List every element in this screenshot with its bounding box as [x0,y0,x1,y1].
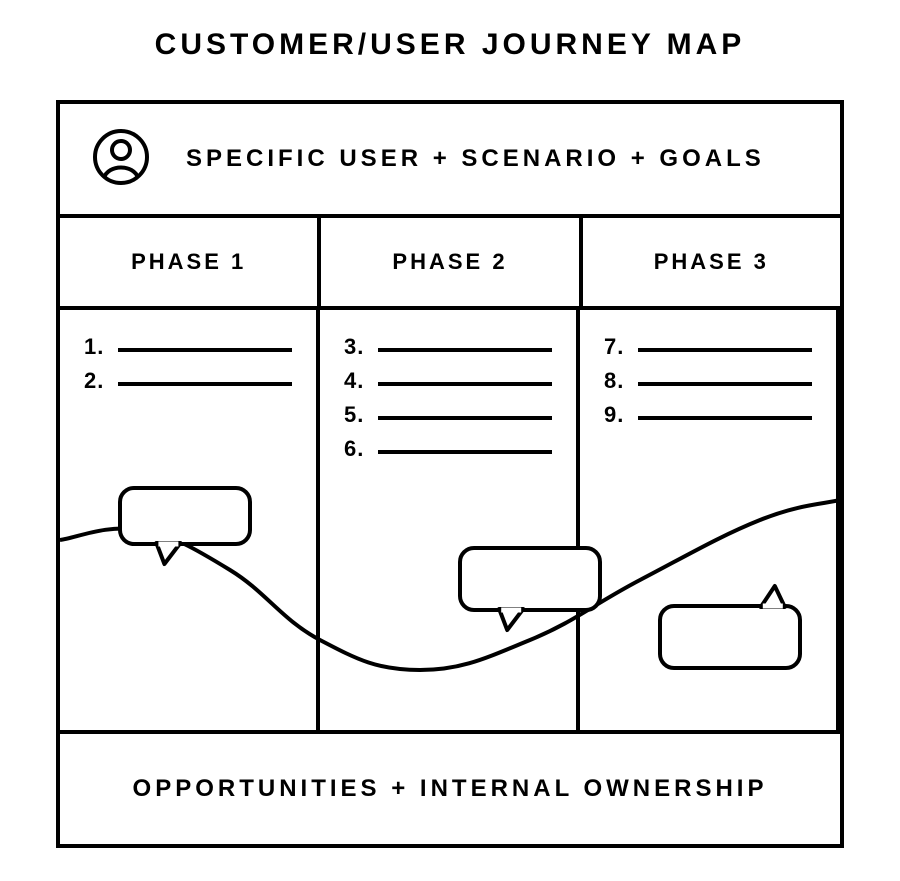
step-item: 5. [344,402,552,428]
phase-row: PHASE 1 PHASE 2 PHASE 3 [60,218,840,310]
footer-row: OPPORTUNITIES + INTERNAL OWNERSHIP [60,734,840,844]
phase-3-body: 7. 8. 9. [580,310,840,730]
step-num: 2. [84,368,114,394]
phase-1-body: 1. 2. [60,310,320,730]
step-blank-line [378,450,552,454]
step-num: 9. [604,402,634,428]
step-num: 3. [344,334,374,360]
phase-1-header: PHASE 1 [60,218,321,306]
step-blank-line [378,382,552,386]
step-num: 4. [344,368,374,394]
step-blank-line [118,382,292,386]
step-item: 9. [604,402,812,428]
page-title: CUSTOMER/USER JOURNEY MAP [0,28,900,62]
step-blank-line [638,382,812,386]
step-item: 6. [344,436,552,462]
step-blank-line [118,348,292,352]
step-item: 7. [604,334,812,360]
phase-2-header: PHASE 2 [321,218,582,306]
footer-text: OPPORTUNITIES + INTERNAL OWNERSHIP [133,775,768,803]
step-num: 6. [344,436,374,462]
step-num: 1. [84,334,114,360]
step-item: 2. [84,368,292,394]
step-num: 5. [344,402,374,428]
step-item: 1. [84,334,292,360]
step-blank-line [638,348,812,352]
step-item: 4. [344,368,552,394]
header-row: SPECIFIC USER + SCENARIO + GOALS [60,104,840,218]
step-blank-line [378,348,552,352]
step-num: 7. [604,334,634,360]
step-blank-line [378,416,552,420]
step-blank-line [638,416,812,420]
phase-3-header: PHASE 3 [583,218,840,306]
step-num: 8. [604,368,634,394]
phase-2-body: 3. 4. 5. 6. [320,310,580,730]
user-icon [92,128,150,191]
step-item: 8. [604,368,812,394]
step-item: 3. [344,334,552,360]
journey-box: SPECIFIC USER + SCENARIO + GOALS PHASE 1… [56,100,844,848]
body-row: 1. 2. 3. 4. 5. 6. 7. 8. 9. [60,310,840,734]
header-text: SPECIFIC USER + SCENARIO + GOALS [186,145,765,173]
